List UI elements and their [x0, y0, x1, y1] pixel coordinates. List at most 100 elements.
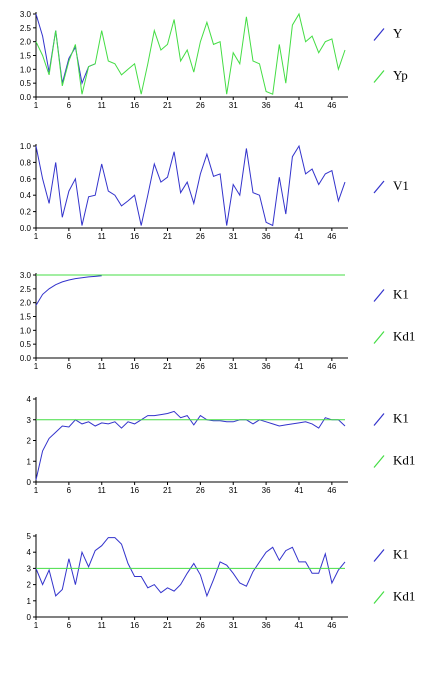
x-tick-label: 26 — [196, 621, 205, 630]
x-tick-label: 21 — [163, 232, 172, 241]
x-tick-label: 16 — [130, 486, 139, 495]
y-tick-label: 4 — [27, 395, 32, 404]
y-tick-label: 1.0 — [20, 326, 32, 335]
y-tick-label: 2.5 — [20, 24, 32, 33]
legend-swatch — [373, 331, 385, 344]
legend-swatch — [373, 28, 385, 41]
x-tick-label: 46 — [327, 232, 336, 241]
x-tick-label: 26 — [196, 101, 205, 110]
y-tick-label: 0.8 — [20, 158, 32, 167]
x-tick-label: 1 — [34, 362, 39, 371]
y-tick-label: 0.0 — [20, 93, 32, 102]
series-line — [35, 537, 346, 598]
x-tick-label: 16 — [130, 101, 139, 110]
x-tick-label: 16 — [130, 621, 139, 630]
x-tick-label: 36 — [262, 232, 271, 241]
x-tick-label: 36 — [262, 621, 271, 630]
legend-label: K1 — [393, 546, 409, 561]
x-tick-label: 11 — [98, 621, 107, 630]
y-tick-label: 0.6 — [20, 175, 32, 184]
legend-swatch — [373, 455, 385, 468]
legend-label: Kd1 — [393, 328, 415, 343]
y-tick-label: 2.0 — [20, 38, 32, 47]
legend-label: Kd1 — [393, 588, 415, 603]
y-tick-label: 0 — [27, 478, 32, 487]
x-tick-label: 16 — [130, 362, 139, 371]
y-tick-label: 2.0 — [20, 299, 32, 308]
x-tick-label: 6 — [67, 101, 72, 110]
x-tick-label: 11 — [98, 362, 107, 371]
legend-swatch — [373, 70, 385, 83]
series-line — [35, 410, 346, 481]
legend-swatch — [373, 549, 385, 562]
x-tick-label: 31 — [229, 621, 238, 630]
x-tick-label: 6 — [67, 362, 72, 371]
x-tick-label: 46 — [327, 486, 336, 495]
x-tick-label: 21 — [163, 621, 172, 630]
x-tick-label: 36 — [262, 101, 271, 110]
legend-label: Kd1 — [393, 452, 415, 467]
y-tick-label: 3.0 — [20, 271, 32, 280]
x-tick-label: 46 — [327, 621, 336, 630]
y-tick-label: 2 — [27, 437, 32, 446]
x-tick-label: 36 — [262, 362, 271, 371]
x-tick-label: 46 — [327, 362, 336, 371]
y-tick-label: 3 — [27, 416, 32, 425]
y-tick-label: 1.5 — [20, 52, 32, 61]
x-tick-label: 26 — [196, 362, 205, 371]
x-tick-label: 41 — [295, 232, 304, 241]
x-tick-label: 41 — [295, 101, 304, 110]
series-line — [35, 144, 346, 227]
y-tick-label: 1.0 — [20, 142, 32, 151]
y-tick-label: 0.4 — [20, 191, 32, 200]
y-tick-label: 0.2 — [20, 208, 32, 217]
x-tick-label: 31 — [229, 486, 238, 495]
y-tick-label: 1 — [27, 597, 32, 606]
y-tick-label: 3 — [27, 564, 32, 573]
x-tick-label: 46 — [327, 101, 336, 110]
legend-swatch — [373, 180, 385, 194]
y-tick-label: 2.5 — [20, 285, 32, 294]
y-tick-label: 1.5 — [20, 313, 32, 322]
x-tick-label: 41 — [295, 486, 304, 495]
legend-swatch — [373, 289, 385, 302]
y-tick-label: 5 — [27, 532, 32, 541]
x-tick-label: 6 — [67, 621, 72, 630]
x-tick-label: 1 — [34, 232, 39, 241]
legend-swatch — [373, 591, 385, 604]
y-tick-label: 1.0 — [20, 65, 32, 74]
legend-label: V1 — [393, 178, 409, 193]
x-tick-label: 16 — [130, 232, 139, 241]
x-tick-label: 26 — [196, 486, 205, 495]
y-tick-label: 0.5 — [20, 79, 32, 88]
legend-label: K1 — [393, 286, 409, 301]
x-tick-label: 21 — [163, 101, 172, 110]
legend-label: Yp — [393, 67, 408, 82]
x-tick-label: 11 — [98, 486, 107, 495]
y-tick-label: 0 — [27, 613, 32, 622]
y-tick-label: 0.0 — [20, 224, 32, 233]
x-tick-label: 6 — [67, 232, 72, 241]
x-tick-label: 11 — [98, 101, 107, 110]
y-tick-label: 4 — [27, 548, 32, 557]
y-tick-label: 0.0 — [20, 354, 32, 363]
series-line — [35, 275, 102, 306]
y-tick-label: 1 — [27, 457, 32, 466]
x-tick-label: 1 — [34, 621, 39, 630]
x-tick-label: 41 — [295, 362, 304, 371]
x-tick-label: 1 — [34, 101, 39, 110]
x-tick-label: 21 — [163, 486, 172, 495]
x-tick-label: 11 — [98, 232, 107, 241]
x-tick-label: 31 — [229, 232, 238, 241]
legend-swatch — [373, 413, 385, 426]
x-tick-label: 26 — [196, 232, 205, 241]
y-tick-label: 2 — [27, 581, 32, 590]
x-tick-label: 41 — [295, 621, 304, 630]
x-tick-label: 6 — [67, 486, 72, 495]
x-tick-label: 36 — [262, 486, 271, 495]
x-tick-label: 31 — [229, 101, 238, 110]
series-line — [35, 13, 96, 86]
legend-label: Y — [393, 25, 403, 40]
x-tick-label: 21 — [163, 362, 172, 371]
